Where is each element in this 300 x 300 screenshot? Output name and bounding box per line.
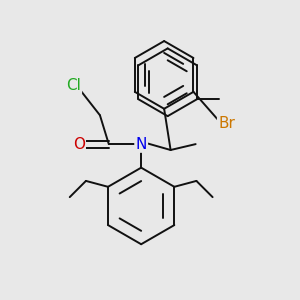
- Text: O: O: [73, 136, 85, 152]
- Text: Cl: Cl: [66, 78, 81, 93]
- Text: Br: Br: [218, 116, 235, 131]
- Text: N: N: [136, 136, 147, 152]
